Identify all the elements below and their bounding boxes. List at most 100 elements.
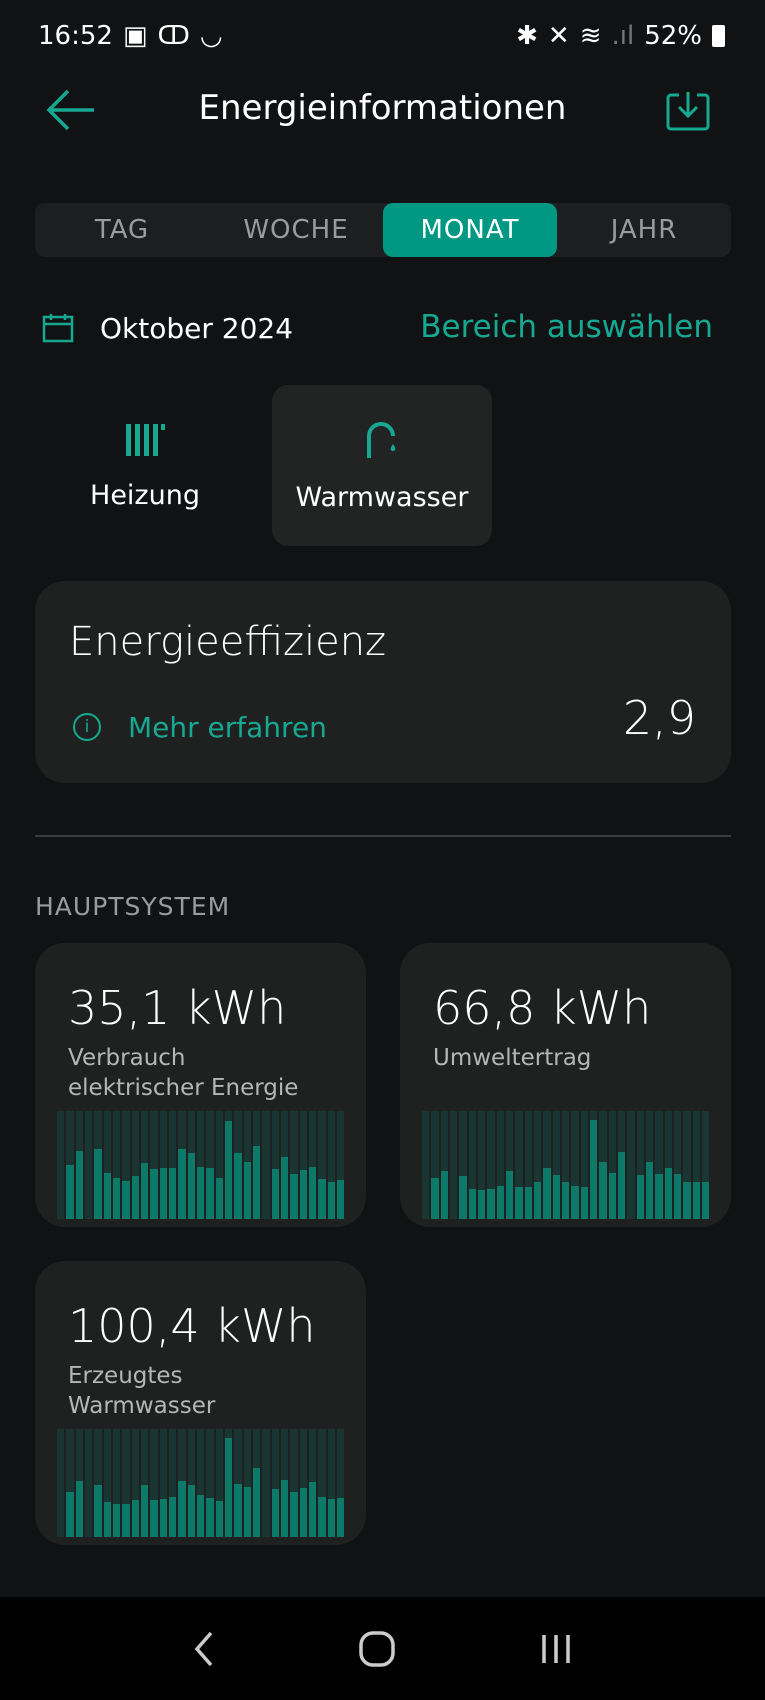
bar-day-12	[159, 1168, 167, 1219]
bar-slot-day-31	[336, 1111, 345, 1219]
bar-day-13	[533, 1182, 542, 1219]
efficiency-title: Energieeffizienz	[69, 619, 387, 665]
bar-slot-day-29	[318, 1111, 326, 1219]
bar-slot-day-20	[234, 1111, 242, 1219]
bar-slot-day-6	[103, 1429, 111, 1537]
bar-slot-day-18	[215, 1429, 223, 1537]
bar-day-11	[150, 1169, 158, 1219]
bar-slot-day-29	[318, 1429, 326, 1537]
bar-slot-day-3	[75, 1111, 83, 1219]
energy-card-consumption[interactable]: 35,1 kWh Verbrauch elektrischer Energie	[35, 943, 366, 1227]
bar-day-30	[692, 1182, 700, 1219]
select-range-link[interactable]: Bereich auswählen	[420, 309, 713, 345]
efficiency-value: 2,9	[622, 691, 696, 745]
card-label: Verbrauch elektrischer Energie	[68, 1045, 299, 1101]
bar-slot-day-15	[552, 1111, 560, 1219]
bar-slot-day-27	[299, 1111, 307, 1219]
bar-slot-day-26	[655, 1111, 663, 1219]
bar-slot-day-12	[524, 1111, 532, 1219]
bar-day-26	[655, 1173, 663, 1219]
learn-more-link[interactable]: Mehr erfahren	[128, 711, 327, 744]
bar-slot-day-25	[280, 1111, 289, 1219]
bar-day-7	[112, 1503, 121, 1537]
bar-day-28	[308, 1167, 317, 1219]
bar-slot-day-1	[422, 1111, 430, 1219]
signal-icon: .ıl	[611, 21, 635, 51]
bar-slot-day-23	[262, 1111, 270, 1219]
bar-slot-day-25	[645, 1111, 654, 1219]
bar-slot-day-18	[580, 1111, 588, 1219]
bar-day-30	[327, 1499, 335, 1537]
back-button[interactable]	[46, 88, 96, 136]
bar-day-26	[290, 1491, 298, 1537]
period-label: Oktober 2024	[100, 312, 294, 345]
bar-day-27	[299, 1488, 307, 1537]
bar-slot-day-1	[57, 1429, 65, 1537]
bar-slot-day-13	[168, 1111, 177, 1219]
bar-slot-day-30	[692, 1111, 700, 1219]
category-warmwasser[interactable]: Warmwasser	[272, 385, 492, 546]
tab-tag[interactable]: TAG	[94, 215, 150, 245]
bar-slot-day-23	[262, 1429, 270, 1537]
tab-woche[interactable]: WOCHE	[243, 215, 349, 245]
page-title: Energieinformationen	[198, 88, 567, 128]
energy-card-environment[interactable]: 66,8 kWh Umweltertrag	[400, 943, 731, 1227]
energy-card-hot-water[interactable]: 100,4 kWh Erzeugtes Warmwasser	[35, 1261, 366, 1545]
bar-slot-day-24	[636, 1111, 644, 1219]
tab-jahr[interactable]: JAHR	[610, 215, 678, 245]
bar-day-19	[589, 1119, 598, 1219]
clock: 16:52	[38, 21, 113, 51]
bar-day-26	[290, 1173, 298, 1219]
bar-slot-day-25	[280, 1429, 289, 1537]
efficiency-card: Energieeffizienz i Mehr erfahren 2,9	[35, 581, 731, 783]
bar-day-14	[178, 1148, 186, 1219]
bar-day-24	[271, 1169, 279, 1219]
nav-back-icon[interactable]	[189, 1629, 219, 1669]
bar-slot-day-8	[487, 1111, 495, 1219]
bar-slot-day-12	[159, 1111, 167, 1219]
category-label: Warmwasser	[295, 482, 469, 513]
bar-day-6	[103, 1172, 111, 1219]
bar-slot-day-3	[75, 1429, 83, 1537]
card-value: 66,8 kWh	[433, 981, 652, 1035]
bar-day-7	[477, 1189, 486, 1219]
category-heizung[interactable]: Heizung	[35, 385, 255, 546]
bar-day-16	[196, 1494, 205, 1537]
bar-slot-day-2	[66, 1429, 74, 1537]
nav-home-icon[interactable]	[357, 1629, 397, 1669]
bar-slot-day-15	[187, 1111, 195, 1219]
bar-slot-day-19	[589, 1111, 598, 1219]
bar-slot-day-31	[701, 1111, 710, 1219]
bar-day-27	[299, 1170, 307, 1219]
nav-recents-icon[interactable]	[536, 1629, 576, 1669]
tab-monat[interactable]: MONAT	[383, 203, 557, 257]
bar-day-8	[122, 1181, 130, 1219]
bar-day-20	[234, 1484, 242, 1537]
bar-day-8	[122, 1503, 130, 1537]
bar-slot-day-14	[178, 1111, 186, 1219]
bar-slot-day-22	[252, 1111, 261, 1219]
bar-slot-day-22	[617, 1111, 626, 1219]
bar-slot-day-11	[515, 1111, 523, 1219]
bar-day-31	[701, 1182, 710, 1219]
bar-slot-day-17	[206, 1429, 214, 1537]
divider	[35, 835, 731, 837]
bar-day-19	[224, 1120, 233, 1219]
bar-day-9	[131, 1500, 139, 1537]
bar-slot-day-31	[336, 1429, 345, 1537]
bar-slot-day-16	[196, 1429, 205, 1537]
battery-text: 52%	[644, 21, 702, 51]
card-value: 100,4 kWh	[68, 1299, 316, 1353]
bar-slot-day-8	[122, 1429, 130, 1537]
wifi-icon: ≋	[579, 21, 602, 51]
bar-day-9	[131, 1175, 139, 1219]
section-title: HAUPTSYSTEM	[35, 892, 231, 921]
card-label: Umweltertrag	[433, 1045, 592, 1071]
bar-slot-day-7	[112, 1429, 121, 1537]
bar-slot-day-4	[449, 1111, 458, 1219]
bar-slot-day-28	[308, 1111, 317, 1219]
bar-day-22	[252, 1467, 261, 1537]
export-button[interactable]	[666, 89, 710, 135]
bar-day-2	[431, 1177, 439, 1219]
bar-day-13	[168, 1168, 177, 1219]
